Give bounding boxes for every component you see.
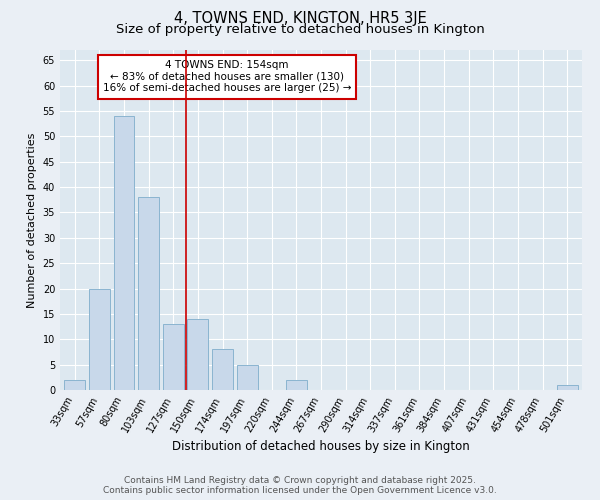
Bar xyxy=(557,385,578,390)
Bar xyxy=(89,288,110,390)
Bar xyxy=(64,380,85,390)
Bar xyxy=(138,197,159,390)
Bar xyxy=(286,380,307,390)
Bar xyxy=(113,116,134,390)
Text: Contains HM Land Registry data © Crown copyright and database right 2025.
Contai: Contains HM Land Registry data © Crown c… xyxy=(103,476,497,495)
Bar xyxy=(163,324,184,390)
Text: 4, TOWNS END, KINGTON, HR5 3JE: 4, TOWNS END, KINGTON, HR5 3JE xyxy=(173,11,427,26)
Bar xyxy=(212,350,233,390)
Bar xyxy=(187,319,208,390)
Y-axis label: Number of detached properties: Number of detached properties xyxy=(27,132,37,308)
Text: 4 TOWNS END: 154sqm
← 83% of detached houses are smaller (130)
16% of semi-detac: 4 TOWNS END: 154sqm ← 83% of detached ho… xyxy=(103,60,351,94)
Bar xyxy=(236,364,257,390)
X-axis label: Distribution of detached houses by size in Kington: Distribution of detached houses by size … xyxy=(172,440,470,452)
Text: Size of property relative to detached houses in Kington: Size of property relative to detached ho… xyxy=(116,22,484,36)
